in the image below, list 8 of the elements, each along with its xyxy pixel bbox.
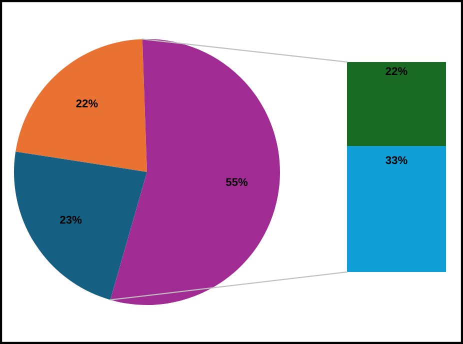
data-label: 33%: [386, 156, 408, 164]
pie-slice: [14, 152, 147, 300]
data-label: 55%: [226, 178, 248, 186]
pie-slice: [110, 39, 280, 305]
data-label: 23%: [60, 216, 82, 224]
data-label: 22%: [76, 99, 98, 108]
data-label: 22%: [386, 67, 408, 76]
pie-slice: [16, 39, 147, 172]
